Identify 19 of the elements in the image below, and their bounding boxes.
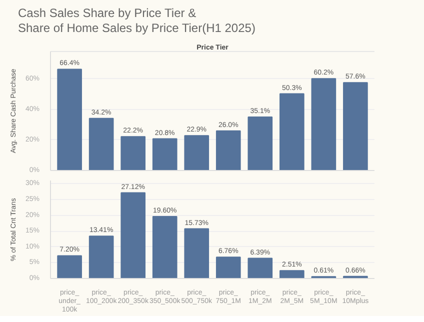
bar [57, 68, 82, 170]
bar [152, 216, 178, 278]
bar [184, 135, 210, 170]
bar [216, 130, 241, 170]
bar [248, 116, 273, 170]
bar [216, 256, 241, 278]
bar [311, 78, 336, 170]
bar [280, 270, 304, 278]
bar [57, 255, 82, 278]
bar [343, 82, 368, 170]
bar [88, 118, 114, 170]
bar [152, 138, 178, 170]
bar [184, 228, 210, 278]
chart-title: Cash Sales Share by Price Tier & Share of Home Sales by Price Tier(H1 2025) [18, 6, 256, 36]
bar [280, 93, 304, 170]
bar [248, 258, 273, 278]
bar [88, 236, 114, 278]
bar [120, 192, 146, 278]
bar [120, 136, 146, 170]
